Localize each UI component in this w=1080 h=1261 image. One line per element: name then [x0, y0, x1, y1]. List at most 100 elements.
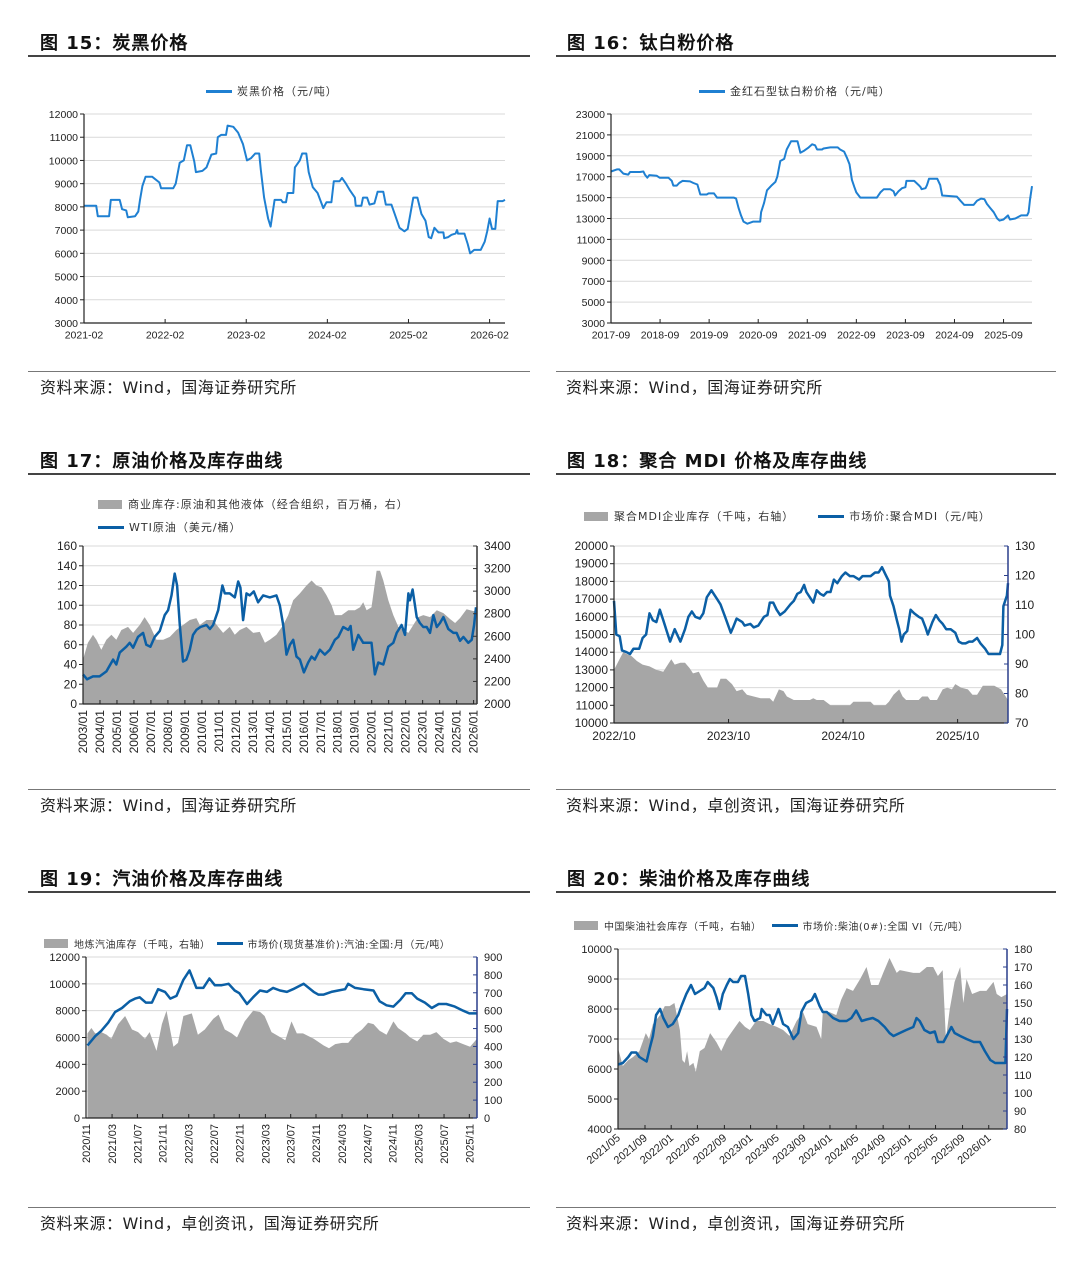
price-line [82, 572, 478, 681]
price-line [86, 969, 477, 1047]
x-tick-label: 2004/01 [93, 710, 107, 754]
y-tick-label-right: 2200 [484, 674, 511, 688]
y-tick-label-left: 140 [57, 559, 77, 573]
legend-label: 炭黑价格（元/吨） [237, 85, 338, 98]
y-tick-label-left: 4000 [55, 295, 79, 307]
y-tick-label-right: 600 [484, 1006, 502, 1018]
chart-18-legend: 聚合MDI企业库存（千吨，右轴） 市场价:聚合MDI（元/吨） [584, 508, 991, 524]
y-tick-label-right: 120 [1015, 569, 1035, 583]
x-tick-label: 2023-09 [886, 330, 925, 342]
y-tick-label-right: 140 [1014, 1016, 1032, 1028]
y-tick-label-left: 7000 [55, 225, 79, 237]
figure-18-source: 资料来源：Wind，卓创资讯，国海证券研究所 [566, 796, 906, 815]
y-tick-label-right: 700 [484, 988, 502, 1000]
y-tick-label-right: 400 [484, 1041, 502, 1053]
y-tick-label-left: 120 [57, 579, 77, 593]
y-tick-label-left: 14000 [575, 645, 609, 659]
y-tick-label-right: 70 [1015, 716, 1029, 730]
x-tick-label: 2024-02 [308, 330, 347, 342]
y-tick-label-left: 10000 [575, 716, 609, 730]
y-tick-label-right: 800 [484, 970, 502, 982]
y-tick-label-left: 15000 [576, 193, 605, 205]
y-tick-label-left: 3000 [582, 318, 606, 330]
source-divider [556, 789, 1056, 790]
y-tick-label-left: 8000 [56, 1006, 80, 1018]
figure-19-source: 资料来源：Wind，卓创资讯，国海证券研究所 [40, 1214, 380, 1233]
source-divider [28, 1207, 530, 1208]
y-tick-label-left: 7000 [582, 276, 606, 288]
y-tick-label-right: 160 [1014, 980, 1032, 992]
x-tick-label: 2021/03 [107, 1124, 119, 1164]
legend-label: 市场价:柴油(0#):全国 VI（元/吨） [802, 922, 969, 933]
inventory-area [614, 652, 1008, 723]
x-tick-label: 2025-09 [984, 330, 1023, 342]
x-tick-label: 2024/07 [362, 1124, 374, 1164]
y-tick-label-left: 6000 [55, 248, 79, 260]
x-tick-label: 2005/01 [110, 710, 124, 754]
legend-label: 地炼汽油库存（千吨，右轴） [74, 940, 211, 951]
y-tick-label-left: 19000 [576, 151, 605, 163]
y-tick-label-left: 18000 [575, 574, 609, 588]
x-tick-label: 2021/01 [382, 710, 396, 754]
y-tick-label-left: 21000 [576, 130, 605, 142]
figure-15-source: 资料来源：Wind，国海证券研究所 [40, 378, 297, 397]
title-divider [556, 55, 1056, 57]
y-tick-label-right: 180 [1014, 944, 1032, 956]
y-tick-label-left: 3000 [55, 318, 79, 330]
x-tick-label: 2010/01 [195, 710, 209, 754]
chart-17-legend-inventory: 商业库存:原油和其他液体（经合组织，百万桶，右） [98, 496, 409, 512]
title-divider [28, 473, 530, 475]
x-tick-label: 2018/01 [331, 710, 345, 754]
legend-line-swatch [206, 89, 232, 93]
x-tick-label: 2025/03 [414, 1124, 426, 1164]
x-tick-label: 2013/01 [246, 710, 260, 754]
y-tick-label-right: 130 [1014, 1034, 1032, 1046]
x-tick-label: 2022/01 [399, 710, 413, 754]
chart-20-legend: 中国柴油社会库存（千吨，右轴） 市场价:柴油(0#):全国 VI（元/吨） [574, 918, 969, 933]
price-line [617, 974, 1009, 1066]
y-tick-label-left: 20 [64, 677, 78, 691]
legend-line-swatch [216, 942, 243, 945]
x-tick-label: 2024/01 [433, 710, 447, 754]
y-tick-label-right: 130 [1015, 539, 1035, 553]
y-tick-label-right: 90 [1015, 657, 1029, 671]
y-tick-label-left: 23000 [576, 109, 605, 121]
y-tick-label-left: 9000 [55, 179, 79, 191]
y-tick-label-left: 10000 [49, 155, 78, 167]
source-divider [556, 1207, 1056, 1208]
x-tick-label: 2019/01 [348, 710, 362, 754]
legend-label: 市场价:聚合MDI（元/吨） [849, 510, 991, 523]
y-tick-label-right: 170 [1014, 962, 1032, 974]
x-tick-label: 2020/11 [81, 1124, 93, 1163]
legend-area-swatch [574, 921, 598, 930]
chart-17-legend-wti: WTI原油（美元/桶） [98, 519, 242, 535]
y-tick-label-left: 16000 [575, 610, 609, 624]
figure-17-title: 图 17：原油价格及库存曲线 [40, 451, 284, 472]
x-tick-label: 2008/01 [161, 710, 175, 754]
y-tick-label-left: 100 [57, 598, 77, 612]
x-tick-label: 2007/01 [144, 710, 158, 754]
x-tick-label: 2020-09 [739, 330, 778, 342]
y-tick-label-right: 2600 [484, 629, 511, 643]
x-tick-label: 2021-09 [788, 330, 827, 342]
y-tick-label-right: 90 [1014, 1106, 1026, 1118]
x-tick-label: 2022/07 [209, 1124, 221, 1164]
x-tick-label: 2022/11 [234, 1124, 246, 1163]
y-tick-label-left: 17000 [575, 592, 609, 606]
legend-line-swatch [771, 924, 798, 927]
legend-label: 商业库存:原油和其他液体（经合组织，百万桶，右） [128, 498, 409, 511]
y-tick-label-left: 7000 [588, 1034, 612, 1046]
y-tick-label-right: 150 [1014, 998, 1032, 1010]
y-tick-label-right: 100 [1015, 628, 1035, 642]
y-tick-label-right: 3000 [484, 584, 511, 598]
x-tick-label: 2023/10 [707, 729, 751, 743]
x-tick-label: 2026/01 [467, 710, 481, 754]
y-tick-label-right: 100 [1014, 1088, 1032, 1100]
x-tick-label: 2012/01 [229, 710, 243, 754]
y-tick-label-left: 9000 [582, 255, 606, 267]
x-tick-label: 2019-09 [690, 330, 729, 342]
y-tick-label-right: 110 [1014, 1070, 1032, 1082]
y-tick-label-left: 8000 [55, 202, 79, 214]
legend-line-swatch [699, 89, 725, 93]
